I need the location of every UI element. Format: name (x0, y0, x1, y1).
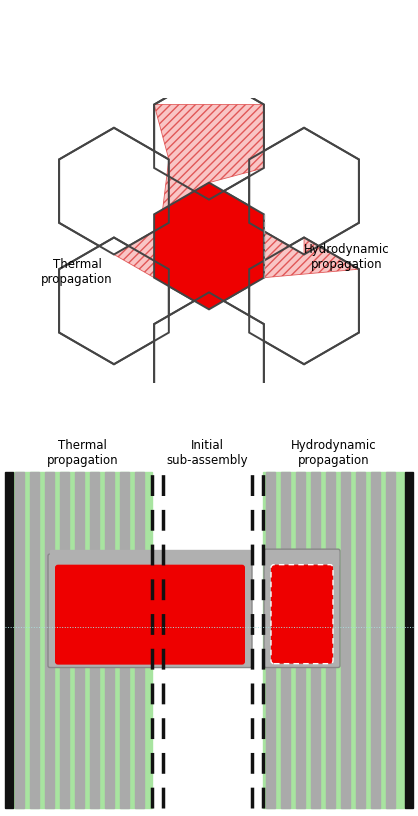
Polygon shape (249, 128, 359, 255)
Polygon shape (59, 237, 169, 364)
Polygon shape (154, 73, 264, 200)
Text: Initial
sub-assembly: Initial sub-assembly (167, 439, 248, 467)
Bar (311, 472, 320, 808)
Text: Thermal
propagation: Thermal propagation (47, 439, 118, 467)
Bar (386, 472, 395, 808)
Text: Hydrodynamic
propagation: Hydrodynamic propagation (291, 439, 377, 467)
Bar (405, 472, 413, 808)
Bar (135, 472, 144, 808)
FancyBboxPatch shape (271, 565, 333, 663)
Bar (266, 472, 275, 808)
Polygon shape (249, 237, 359, 364)
Polygon shape (114, 104, 264, 277)
Bar (5, 472, 13, 808)
Bar (13, 472, 152, 808)
Bar (75, 472, 84, 808)
Text: Hydrodynamic
propagation: Hydrodynamic propagation (303, 242, 389, 271)
Bar (50, 550, 250, 564)
Bar (266, 551, 338, 565)
Polygon shape (59, 128, 169, 255)
Bar (371, 472, 380, 808)
Bar (15, 472, 24, 808)
Bar (296, 472, 305, 808)
Bar (30, 472, 39, 808)
Bar (281, 472, 290, 808)
Bar (326, 472, 335, 808)
Polygon shape (154, 183, 264, 309)
Bar (45, 472, 54, 808)
Bar (341, 472, 350, 808)
Polygon shape (154, 292, 264, 419)
FancyBboxPatch shape (55, 565, 245, 664)
Bar (263, 472, 405, 808)
Bar (105, 472, 114, 808)
Text: Thermal
propagation: Thermal propagation (41, 259, 113, 286)
FancyBboxPatch shape (264, 549, 340, 667)
Polygon shape (249, 215, 359, 277)
Bar (90, 472, 99, 808)
Bar (60, 472, 69, 808)
Polygon shape (154, 183, 264, 309)
FancyBboxPatch shape (48, 554, 252, 667)
Bar (356, 472, 365, 808)
Bar (120, 472, 129, 808)
